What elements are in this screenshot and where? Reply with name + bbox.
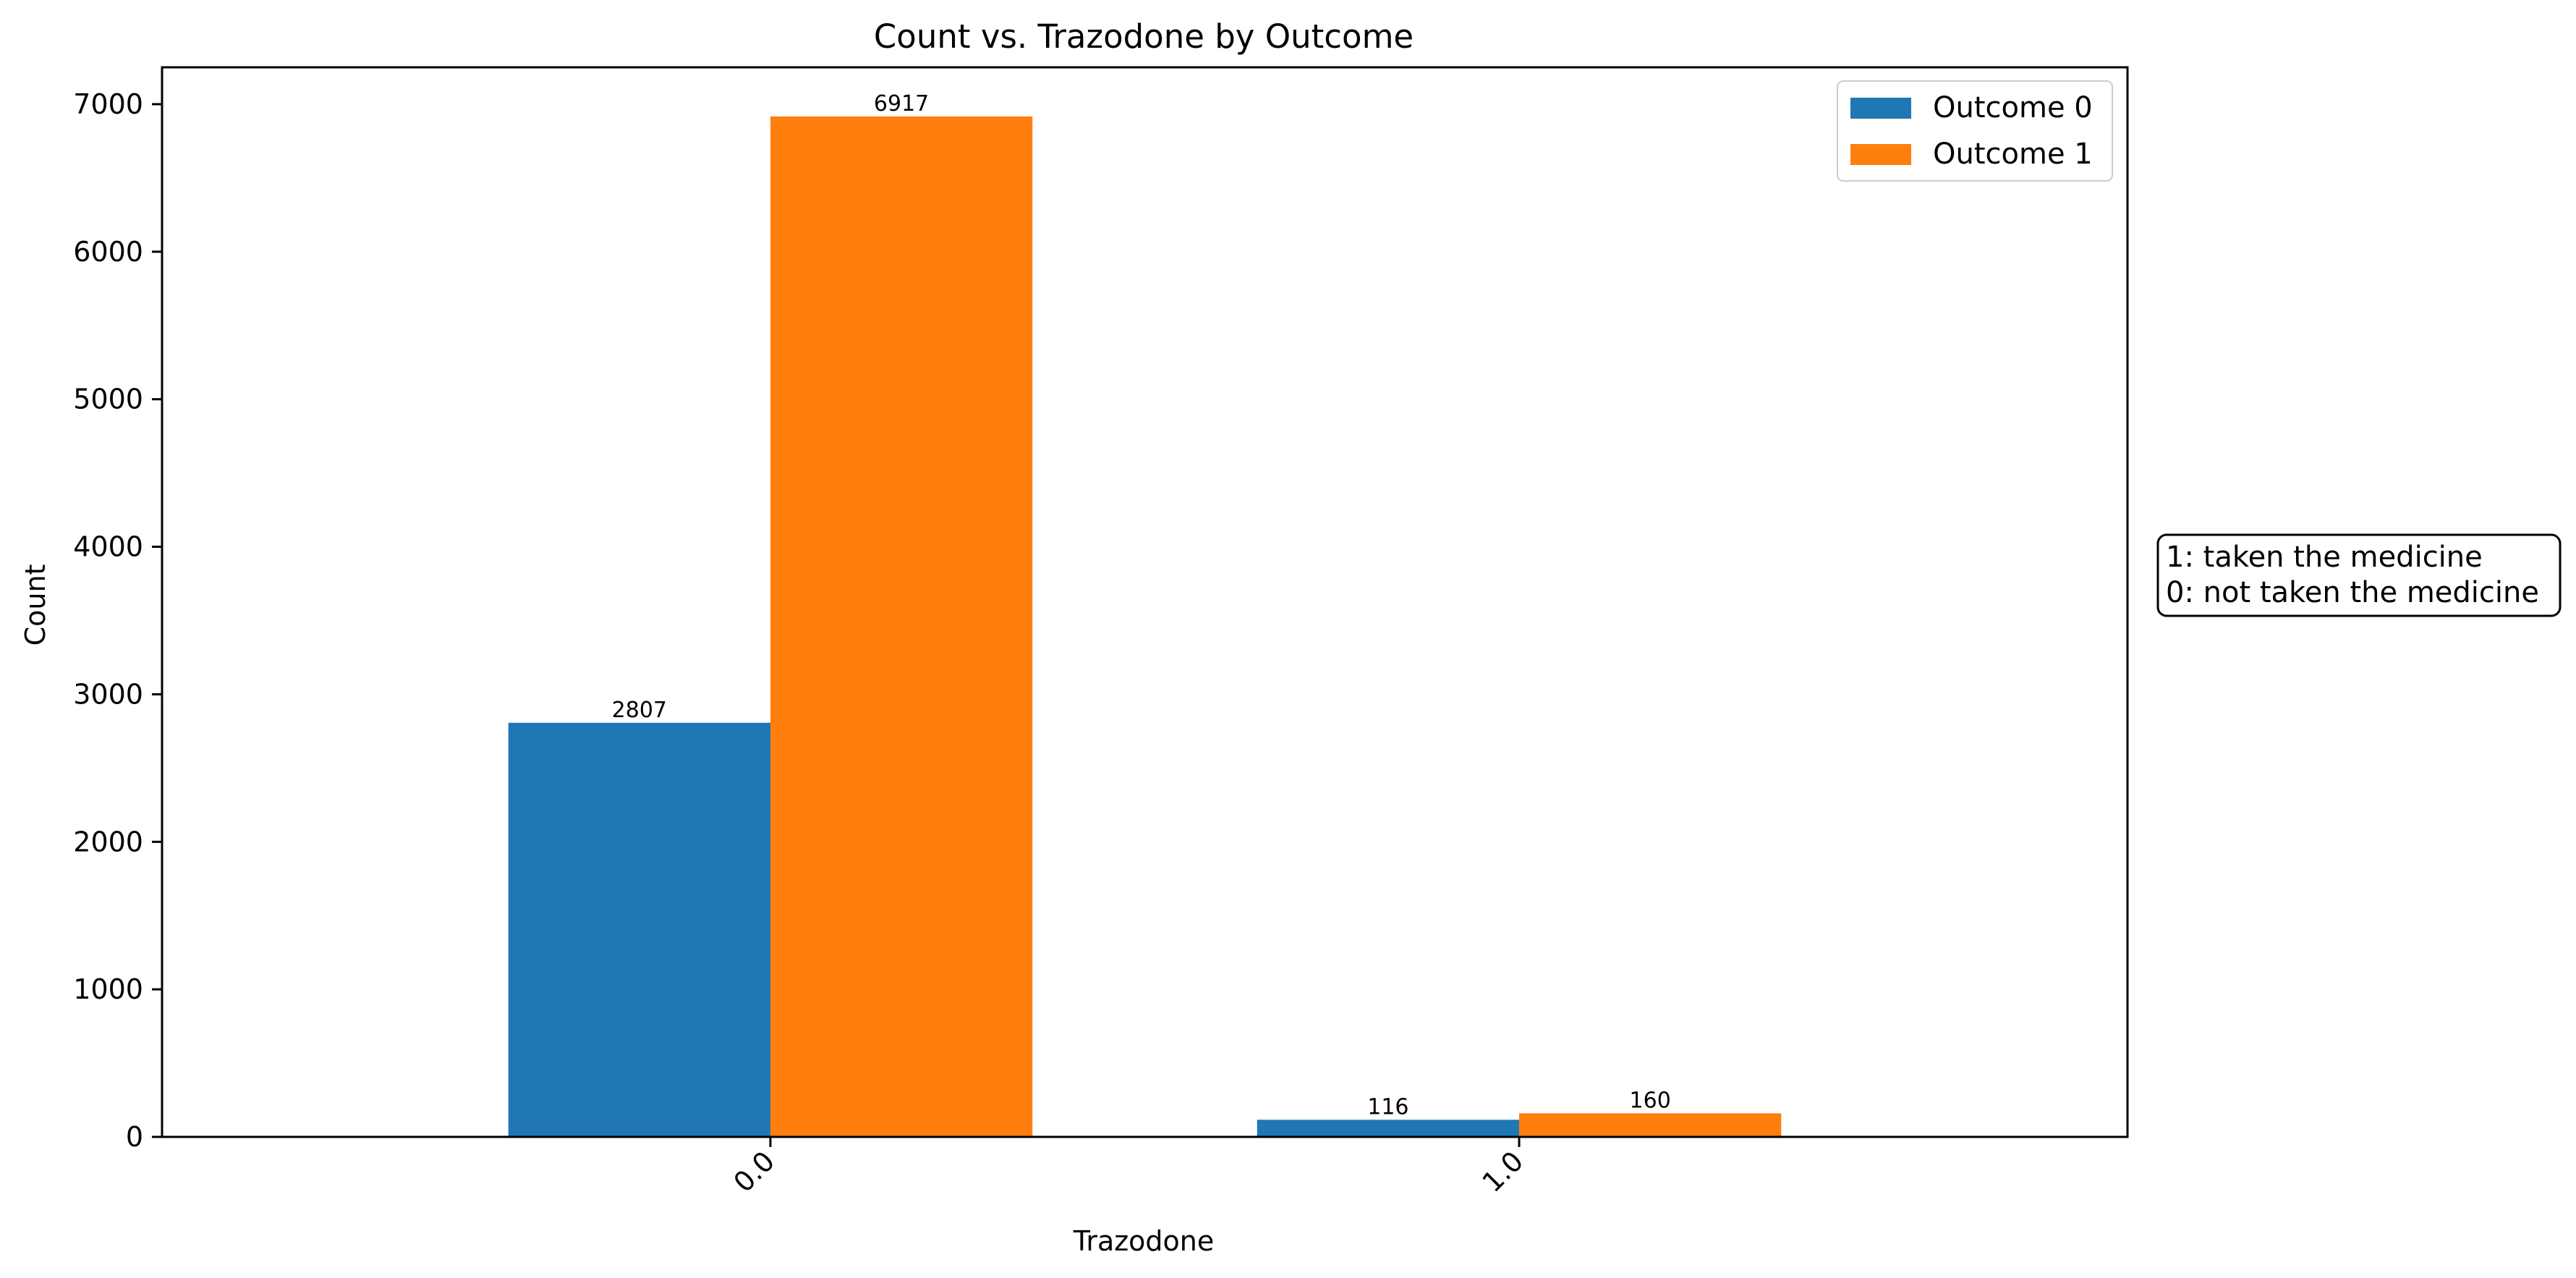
legend-swatch-outcome-1 — [1850, 144, 1911, 165]
bar-value-label-outcome-0-cat-0: 2807 — [612, 698, 667, 723]
y-tick-label-2000: 2000 — [73, 826, 143, 858]
annotation-line-1: 1: taken the medicine — [2166, 541, 2483, 574]
x-tick-label-0: 0.0 — [727, 1145, 781, 1198]
bar-labels-layer: 2807 116 6917 160 — [612, 91, 1671, 1120]
y-tick-label-5000: 5000 — [73, 384, 143, 415]
y-tick-label-6000: 6000 — [73, 236, 143, 268]
legend: Outcome 0 Outcome 1 — [1837, 80, 2113, 182]
legend-label-outcome-1: Outcome 1 — [1933, 137, 2093, 171]
plot-frame — [161, 66, 2129, 1138]
x-axis-ticks: 0.0 1.0 — [727, 1137, 1529, 1198]
bar-value-label-outcome-0-cat-1: 116 — [1367, 1094, 1408, 1120]
y-axis-ticks: 0 1000 2000 3000 4000 5000 6000 7000 — [73, 88, 162, 1153]
y-tick-label-0: 0 — [126, 1121, 143, 1153]
x-tick-label-1: 1.0 — [1476, 1145, 1530, 1198]
y-tick-label-1000: 1000 — [73, 973, 143, 1005]
y-axis-label: Count — [20, 564, 51, 646]
bars-layer — [508, 116, 1782, 1137]
annotation-box: 1: taken the medicine 0: not taken the m… — [2156, 533, 2562, 617]
annotation-frame — [2156, 533, 2562, 617]
y-tick-label-7000: 7000 — [73, 88, 143, 120]
y-tick-label-3000: 3000 — [73, 678, 143, 710]
annotation-line-2: 0: not taken the medicine — [2166, 576, 2539, 609]
legend-label-outcome-0: Outcome 0 — [1933, 91, 2093, 124]
x-axis-label: Trazodone — [1073, 1225, 1215, 1257]
bar-value-label-outcome-1-cat-1: 160 — [1630, 1088, 1671, 1113]
bar-outcome-0-cat-0 — [508, 722, 770, 1137]
bar-value-label-outcome-1-cat-0: 6917 — [874, 91, 929, 117]
y-tick-label-4000: 4000 — [73, 531, 143, 563]
chart-title: Count vs. Trazodone by Outcome — [874, 17, 1414, 56]
bar-outcome-1-cat-1 — [1519, 1113, 1782, 1137]
legend-swatch-outcome-0 — [1850, 98, 1911, 119]
bar-outcome-0-cat-1 — [1257, 1120, 1520, 1137]
bar-outcome-1-cat-0 — [770, 116, 1033, 1137]
